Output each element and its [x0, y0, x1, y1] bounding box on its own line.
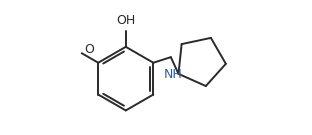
Text: OH: OH	[116, 14, 135, 27]
Text: O: O	[84, 43, 94, 56]
Text: NH: NH	[164, 68, 183, 81]
